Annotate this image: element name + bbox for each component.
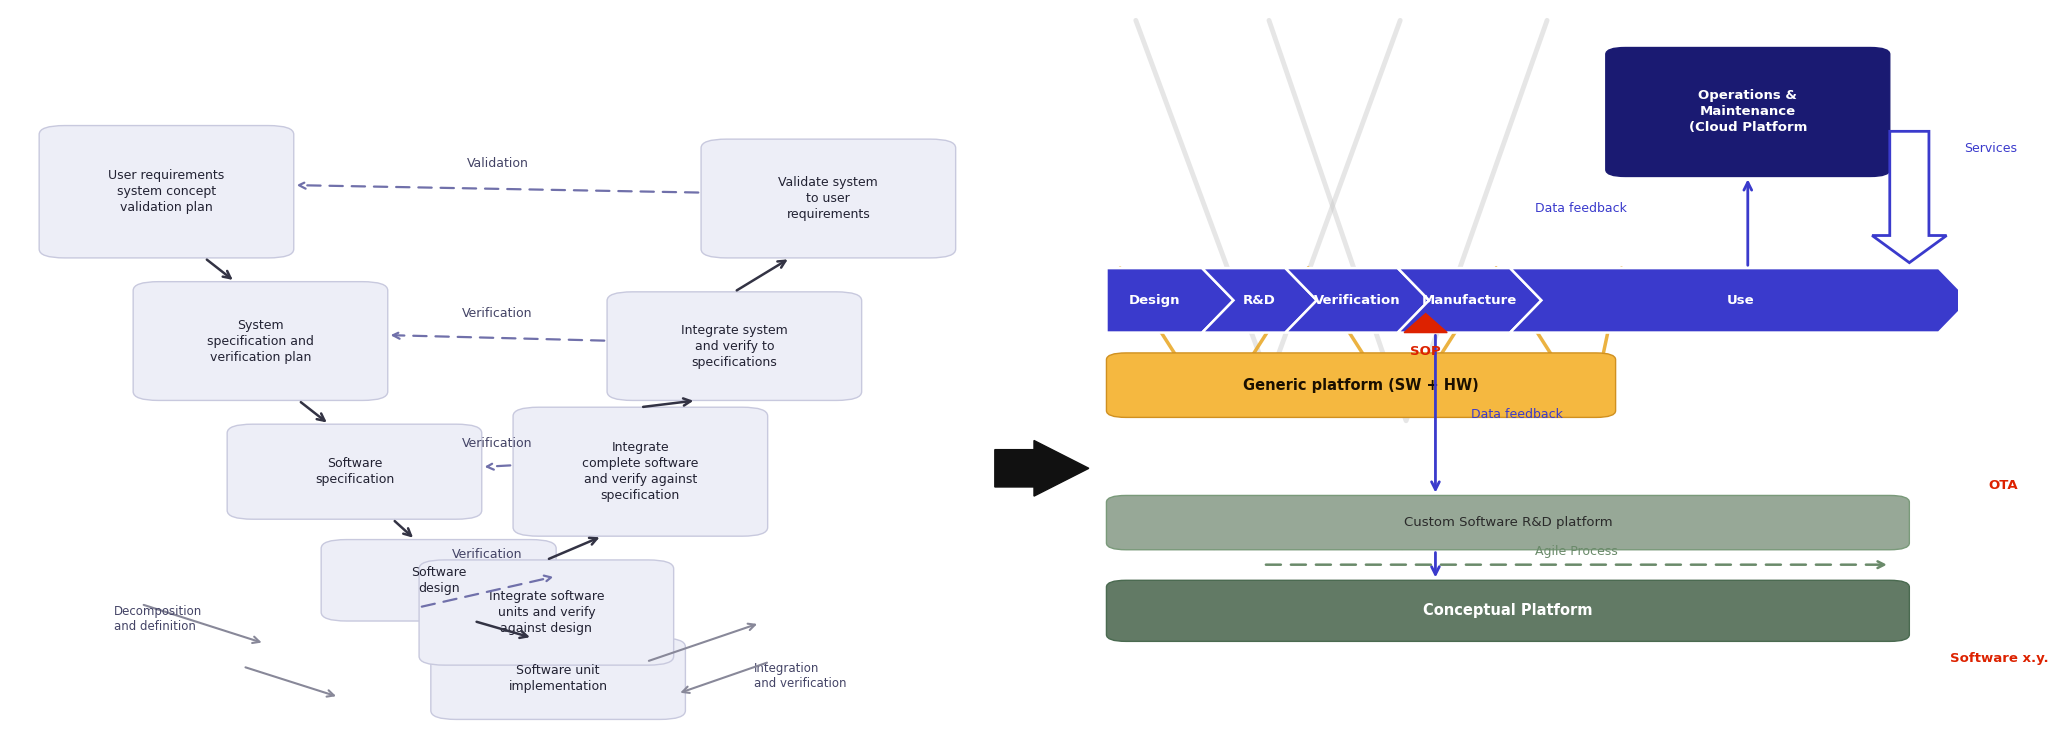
Text: Validate system
to user
requirements: Validate system to user requirements: [778, 176, 879, 221]
Text: Decomposition
and definition: Decomposition and definition: [113, 605, 203, 633]
Text: Data feedback: Data feedback: [1536, 202, 1628, 216]
FancyBboxPatch shape: [133, 281, 387, 400]
Polygon shape: [1509, 268, 1970, 333]
Text: Data feedback: Data feedback: [1470, 408, 1563, 421]
FancyBboxPatch shape: [1106, 496, 1909, 550]
Text: Software
specification: Software specification: [315, 457, 393, 486]
Text: Verification: Verification: [1315, 294, 1401, 307]
Text: Integrate software
units and verify
against design: Integrate software units and verify agai…: [489, 590, 604, 635]
Text: Agile Process: Agile Process: [1536, 545, 1618, 558]
Text: Conceptual Platform: Conceptual Platform: [1423, 603, 1593, 619]
Text: System
specification and
verification plan: System specification and verification pl…: [207, 319, 313, 364]
Text: Custom Software R&D platform: Custom Software R&D platform: [1403, 516, 1612, 529]
Polygon shape: [1286, 268, 1430, 333]
Polygon shape: [1405, 314, 1448, 333]
Text: Integration
and verification: Integration and verification: [754, 662, 846, 690]
Text: Integrate system
and verify to
specifications: Integrate system and verify to specifica…: [682, 324, 788, 369]
Text: Validation: Validation: [467, 157, 528, 170]
FancyBboxPatch shape: [430, 638, 686, 719]
Text: Design: Design: [1128, 294, 1180, 307]
FancyBboxPatch shape: [1106, 353, 1616, 417]
Text: R&D: R&D: [1243, 294, 1276, 307]
Text: Software unit
implementation: Software unit implementation: [508, 664, 608, 693]
Text: OTA: OTA: [1989, 479, 2017, 492]
Polygon shape: [1106, 268, 1233, 333]
FancyBboxPatch shape: [322, 539, 557, 621]
FancyArrow shape: [1960, 336, 2048, 635]
Text: Verification: Verification: [463, 438, 532, 450]
Text: Verification: Verification: [453, 548, 522, 561]
FancyBboxPatch shape: [700, 139, 956, 258]
FancyBboxPatch shape: [1106, 581, 1909, 641]
FancyBboxPatch shape: [514, 408, 768, 536]
FancyBboxPatch shape: [227, 424, 481, 519]
Text: Generic platform (SW + HW): Generic platform (SW + HW): [1243, 377, 1479, 393]
Text: SOP: SOP: [1411, 345, 1442, 358]
FancyBboxPatch shape: [1606, 48, 1890, 177]
Text: Integrate
complete software
and verify against
specification: Integrate complete software and verify a…: [582, 441, 698, 502]
FancyBboxPatch shape: [39, 125, 293, 258]
Text: User requirements
system concept
validation plan: User requirements system concept validat…: [109, 169, 225, 214]
FancyBboxPatch shape: [420, 560, 674, 665]
Text: Operations &
Maintenance
(Cloud Platform: Operations & Maintenance (Cloud Platform: [1690, 89, 1806, 134]
Text: Services: Services: [1964, 141, 2017, 155]
Text: Use: Use: [1726, 294, 1753, 307]
FancyBboxPatch shape: [606, 292, 862, 400]
Text: Software x.y.z: Software x.y.z: [1950, 652, 2048, 665]
Polygon shape: [1397, 268, 1542, 333]
Text: Verification: Verification: [463, 307, 532, 320]
Text: Manufacture: Manufacture: [1421, 294, 1518, 307]
FancyArrow shape: [1872, 131, 1946, 262]
Text: Software
design: Software design: [412, 566, 467, 594]
Polygon shape: [1202, 268, 1317, 333]
FancyArrow shape: [995, 441, 1090, 496]
